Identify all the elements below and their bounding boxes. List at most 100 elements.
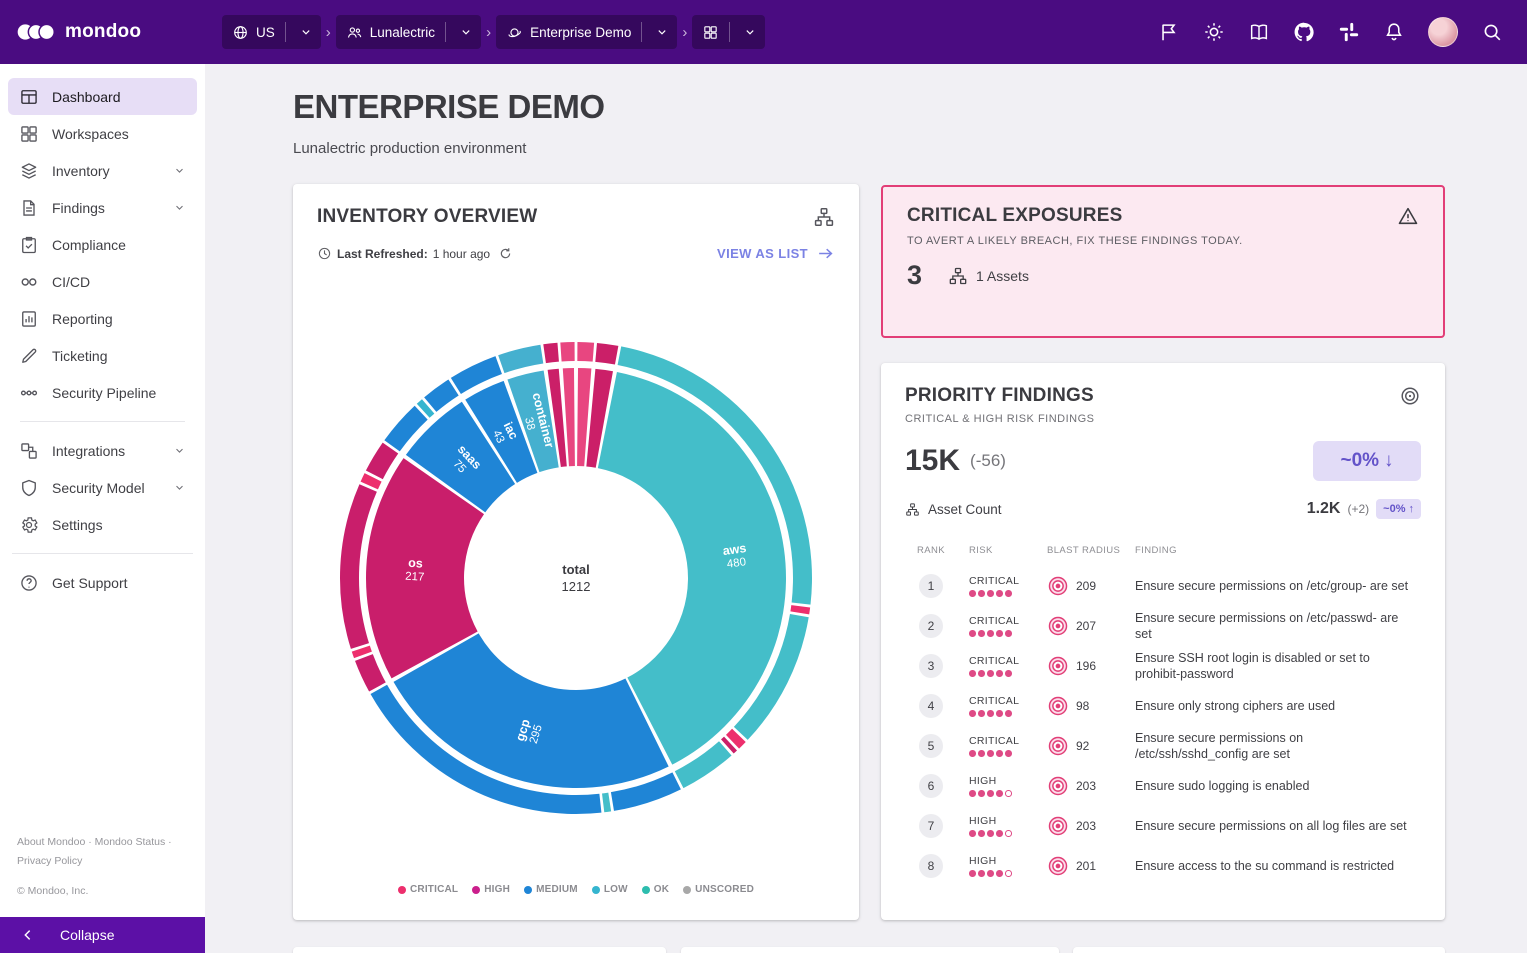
chart-segment[interactable] <box>543 342 559 364</box>
chart-segment[interactable] <box>602 792 612 813</box>
finding-row[interactable]: 2 CRITICAL 207 Ensure secure permissions on… <box>905 606 1421 646</box>
critical-exposures-card[interactable]: CRITICAL EXPOSURES TO AVERT A LIKELY BRE… <box>881 185 1445 338</box>
sidebar-item-label: Findings <box>52 199 105 216</box>
chart-segment-iac[interactable] <box>465 380 538 483</box>
severity-dot <box>1005 590 1012 597</box>
finding-row[interactable]: 1 CRITICAL 209 Ensure secure permissions on… <box>905 566 1421 606</box>
chart-segment[interactable] <box>595 342 619 365</box>
footer-link-line[interactable]: Privacy Policy <box>17 855 83 868</box>
inventory-icon <box>19 161 39 181</box>
sidebar-item-findings[interactable]: Findings <box>8 189 197 226</box>
sidebar-item-get-support[interactable]: Get Support <box>8 564 197 601</box>
chart-label-gcp: gcp295 <box>513 717 545 747</box>
chart-segment-aws[interactable] <box>597 372 787 765</box>
slack-icon[interactable] <box>1338 21 1360 43</box>
legend-label: LOW <box>603 884 628 895</box>
docs-icon[interactable] <box>1248 21 1270 43</box>
chart-segment[interactable] <box>560 342 575 362</box>
selector-divider <box>729 22 731 42</box>
scope-selector-us[interactable]: US <box>222 15 321 49</box>
chart-segment[interactable] <box>733 614 809 740</box>
avatar[interactable] <box>1428 17 1458 47</box>
chart-segment[interactable] <box>725 728 746 749</box>
chart-segment[interactable] <box>617 346 812 605</box>
legend-item-unscored[interactable]: UNSCORED <box>683 884 754 895</box>
sidebar-item-inventory[interactable]: Inventory <box>8 152 197 189</box>
finding-text: Ensure secure permissions on all log fil… <box>1135 818 1407 833</box>
chart-segment-container[interactable] <box>507 370 559 473</box>
chart-segment[interactable] <box>351 645 372 659</box>
chart-segment-saas[interactable] <box>405 401 516 513</box>
blast-radius-value: 203 <box>1076 819 1097 833</box>
footer-link-line[interactable]: About Mondoo · Mondoo Status · <box>17 835 172 848</box>
chart-segment[interactable] <box>721 736 737 754</box>
chart-segment[interactable] <box>674 741 732 789</box>
finding-row[interactable]: 4 CRITICAL 98 Ensure only strong ciphers ar… <box>905 686 1421 726</box>
chart-segment[interactable] <box>562 368 575 467</box>
sidebar-item-reporting[interactable]: Reporting <box>8 300 197 337</box>
notifications-icon[interactable] <box>1383 21 1405 43</box>
sidebar-nav: Dashboard Workspaces Inventory Findings Comp… <box>0 64 205 543</box>
refresh-icon[interactable] <box>498 246 513 261</box>
severity-dot <box>996 790 1003 797</box>
brand[interactable]: mondoo <box>16 0 141 64</box>
github-icon[interactable] <box>1293 21 1315 43</box>
chart-segment[interactable] <box>360 473 382 490</box>
chart-segment[interactable] <box>370 684 602 815</box>
sidebar-item-settings[interactable]: Settings <box>8 506 197 543</box>
card-stub <box>293 947 666 953</box>
chart-segment[interactable] <box>610 772 681 811</box>
theme-icon[interactable] <box>1203 21 1225 43</box>
severity-dot <box>978 590 985 597</box>
scope-selector-enterprise-demo[interactable]: Enterprise Demo <box>496 15 678 49</box>
sidebar-item-ticketing[interactable]: Ticketing <box>8 337 197 374</box>
legend-dot <box>591 885 600 894</box>
sidebar-item-dashboard[interactable]: Dashboard <box>8 78 197 115</box>
severity-dot <box>1005 870 1012 877</box>
chart-segment-os[interactable] <box>365 458 485 679</box>
chart-segment[interactable] <box>790 605 811 615</box>
sidebar-item-compliance[interactable]: Compliance <box>8 226 197 263</box>
chart-segment[interactable] <box>498 344 544 374</box>
finding-row[interactable]: 3 CRITICAL 196 Ensure SSH root login is dis… <box>905 646 1421 686</box>
integrations-icon <box>19 441 39 461</box>
collapse-button[interactable]: Collapse <box>0 917 205 953</box>
chart-segment[interactable] <box>340 484 377 649</box>
chart-segment[interactable] <box>424 379 459 412</box>
chart-segment-gcp[interactable] <box>393 633 669 789</box>
scope-selector-lunalectric[interactable]: Lunalectric <box>335 15 482 49</box>
chart-segment[interactable] <box>355 654 386 692</box>
chart-segment[interactable] <box>450 356 502 395</box>
search-icon[interactable] <box>1481 21 1503 43</box>
chart-segment[interactable] <box>577 368 592 467</box>
blast-radius-value: 203 <box>1076 779 1097 793</box>
severity-dot <box>969 710 976 717</box>
legend-item-medium[interactable]: MEDIUM <box>524 884 578 895</box>
chart-segment[interactable] <box>586 368 613 468</box>
scope-selector-view[interactable] <box>692 15 766 49</box>
finding-row[interactable]: 5 CRITICAL 92 Ensure secure permissions on … <box>905 726 1421 766</box>
arrow-down-icon: ↓ <box>1384 450 1394 471</box>
finding-row[interactable]: 8 HIGH 201 Ensure access to the su command … <box>905 846 1421 886</box>
flag-icon[interactable] <box>1158 21 1180 43</box>
sidebar-item-ci-cd[interactable]: CI/CD <box>8 263 197 300</box>
sidebar-item-security-model[interactable]: Security Model <box>8 469 197 506</box>
finding-row[interactable]: 7 HIGH 203 Ensure secure permissions on all… <box>905 806 1421 846</box>
legend-item-critical[interactable]: CRITICAL <box>397 884 458 895</box>
legend-item-high[interactable]: HIGH <box>472 884 510 895</box>
legend-item-low[interactable]: LOW <box>591 884 628 895</box>
refresh-row: Last Refreshed: 1 hour ago VIEW AS LIST <box>293 228 859 263</box>
sidebar-item-workspaces[interactable]: Workspaces <box>8 115 197 152</box>
severity-dot <box>969 670 976 677</box>
finding-row[interactable]: 6 HIGH 203 Ensure sudo logging is enabled <box>905 766 1421 806</box>
sidebar-item-integrations[interactable]: Integrations <box>8 432 197 469</box>
globe-icon <box>232 24 249 41</box>
chart-segment[interactable] <box>384 405 428 452</box>
sidebar-item-security-pipeline[interactable]: Security Pipeline <box>8 374 197 411</box>
chart-segment[interactable] <box>365 442 399 480</box>
chart-segment[interactable] <box>577 342 595 362</box>
view-as-list-link[interactable]: VIEW AS LIST <box>717 244 835 263</box>
legend-item-ok[interactable]: OK <box>641 884 669 895</box>
chart-segment[interactable] <box>416 399 435 418</box>
chart-segment[interactable] <box>547 368 567 468</box>
